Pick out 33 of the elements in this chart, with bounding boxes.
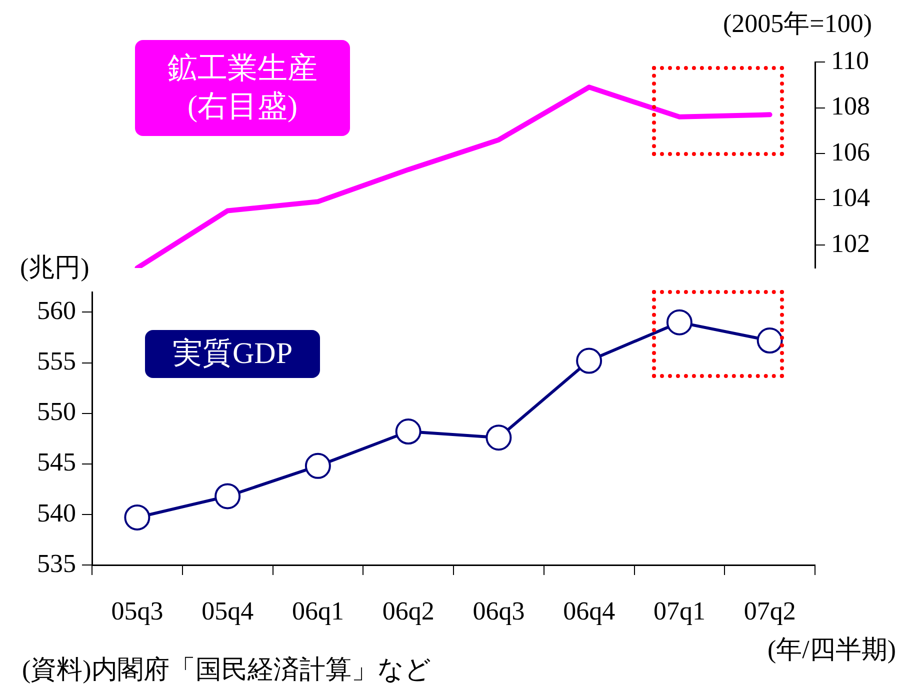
text: (資料)内閣府「国民経済計算」など	[22, 654, 432, 686]
y-tick-label: 560	[37, 296, 76, 326]
y-tick-label: 550	[37, 397, 76, 426]
x-tick-label: 06q3	[472, 596, 525, 626]
point	[214, 483, 241, 510]
y-tick-label: 104	[831, 183, 870, 212]
x-tick-label: 06q1	[292, 596, 344, 626]
y-axis-title: (兆円)	[20, 252, 90, 284]
point	[666, 309, 692, 336]
y-tick-label: 102	[831, 228, 870, 258]
text: 鉱工業生産(右目盛)	[135, 40, 350, 136]
x-axis-title: (年/四半期)	[767, 634, 896, 666]
x-tick-label: 05q4	[202, 596, 254, 626]
point	[304, 452, 331, 479]
x-tick-label: 07q1	[653, 596, 706, 626]
y-axis-title: (2005年=100)	[723, 8, 872, 40]
y-tick-label: 540	[37, 498, 76, 528]
y-tick-label: 535	[37, 548, 76, 578]
point	[486, 424, 512, 451]
y-tick-label: 106	[831, 137, 870, 166]
point	[395, 418, 422, 445]
point	[576, 348, 602, 374]
y-tick-label: 555	[37, 346, 76, 376]
y-tick-label: 108	[831, 92, 870, 121]
y-tick-label: 110	[831, 46, 870, 75]
x-tick-label: 05q3	[111, 596, 164, 626]
x-tick-label: 07q2	[744, 596, 796, 626]
point	[756, 328, 783, 354]
y-tick-label: 545	[37, 448, 76, 477]
point	[124, 504, 150, 530]
text: 実質GDP	[145, 330, 320, 378]
x-tick-label: 06q2	[382, 596, 434, 626]
x-tick-label: 06q4	[563, 596, 616, 626]
